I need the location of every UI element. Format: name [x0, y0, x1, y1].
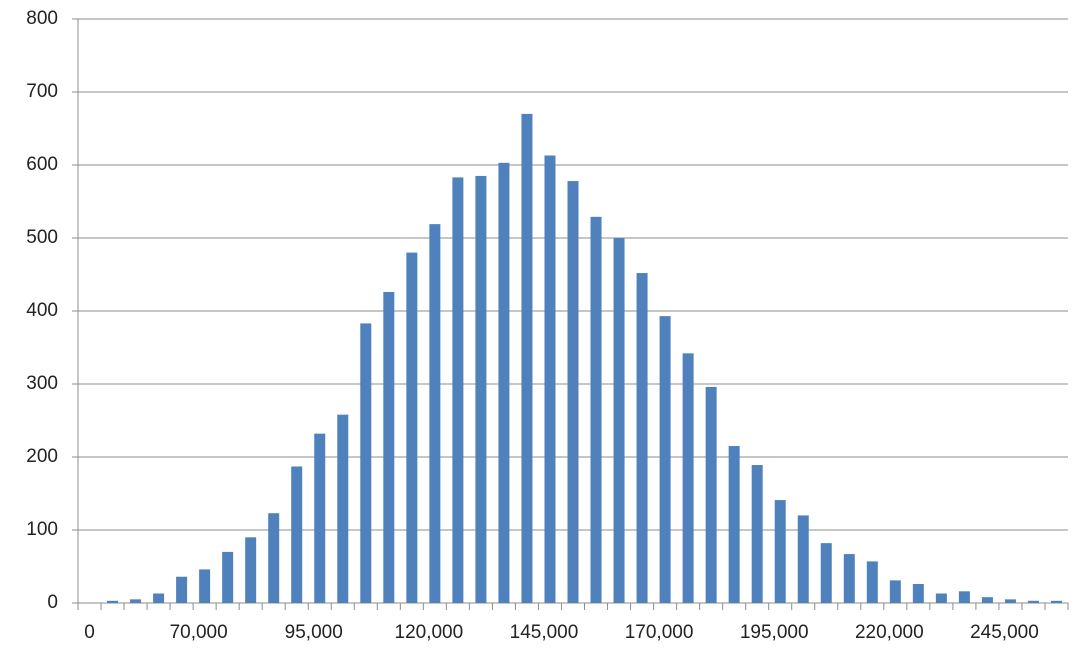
- x-tick-label: 170,000: [625, 622, 694, 643]
- bar: [912, 584, 924, 603]
- y-tick-label: 100: [26, 519, 58, 540]
- bar: [176, 576, 188, 603]
- y-tick-label: 500: [26, 227, 58, 248]
- y-tick-label: 200: [26, 446, 58, 467]
- bar: [222, 551, 234, 603]
- bar: [1050, 600, 1062, 603]
- bar: [245, 537, 257, 603]
- bar: [107, 600, 119, 603]
- bar: [889, 580, 901, 603]
- bar: [360, 323, 372, 603]
- y-tick-label: 800: [26, 8, 58, 29]
- bar: [843, 554, 855, 603]
- bar: [981, 597, 993, 603]
- x-tick-label: 145,000: [510, 622, 579, 643]
- x-tick-label: 220,000: [855, 622, 924, 643]
- y-tick-label: 300: [26, 373, 58, 394]
- bar: [429, 224, 441, 603]
- bar: [544, 155, 556, 603]
- bar: [797, 515, 809, 603]
- bar: [659, 316, 671, 603]
- bar: [728, 446, 740, 603]
- bar: [383, 292, 395, 603]
- x-tick-label: 95,000: [285, 622, 343, 643]
- bar: [199, 569, 211, 603]
- bar: [521, 113, 533, 604]
- x-tick-label: 70,000: [170, 622, 228, 643]
- x-tick-label: 120,000: [395, 622, 464, 643]
- bar: [590, 216, 602, 603]
- bar: [498, 162, 510, 603]
- bar: [866, 561, 878, 603]
- bar: [958, 591, 970, 603]
- bar: [406, 252, 418, 603]
- bar: [1027, 600, 1039, 603]
- x-tick-label: 0: [84, 622, 95, 643]
- bar: [682, 353, 694, 603]
- bar: [935, 593, 947, 603]
- bar: [774, 500, 786, 603]
- bar: [613, 238, 625, 603]
- bar: [751, 465, 763, 603]
- bar: [153, 593, 165, 603]
- y-tick-label: 700: [26, 81, 58, 102]
- bar: [130, 599, 142, 603]
- bar: [636, 273, 648, 603]
- bar: [314, 433, 326, 603]
- bar: [1004, 599, 1016, 603]
- x-tick-label: 195,000: [740, 622, 809, 643]
- x-tick-label: 245,000: [970, 622, 1039, 643]
- bar: [820, 543, 832, 603]
- bar: [452, 177, 464, 603]
- y-tick-label: 600: [26, 154, 58, 175]
- bar: [268, 513, 280, 603]
- bar: [475, 175, 487, 603]
- bar: [291, 466, 303, 603]
- bar: [337, 414, 349, 603]
- y-tick-label: 0: [47, 592, 58, 613]
- bar: [705, 386, 717, 603]
- y-tick-label: 400: [26, 300, 58, 321]
- bar: [567, 181, 579, 603]
